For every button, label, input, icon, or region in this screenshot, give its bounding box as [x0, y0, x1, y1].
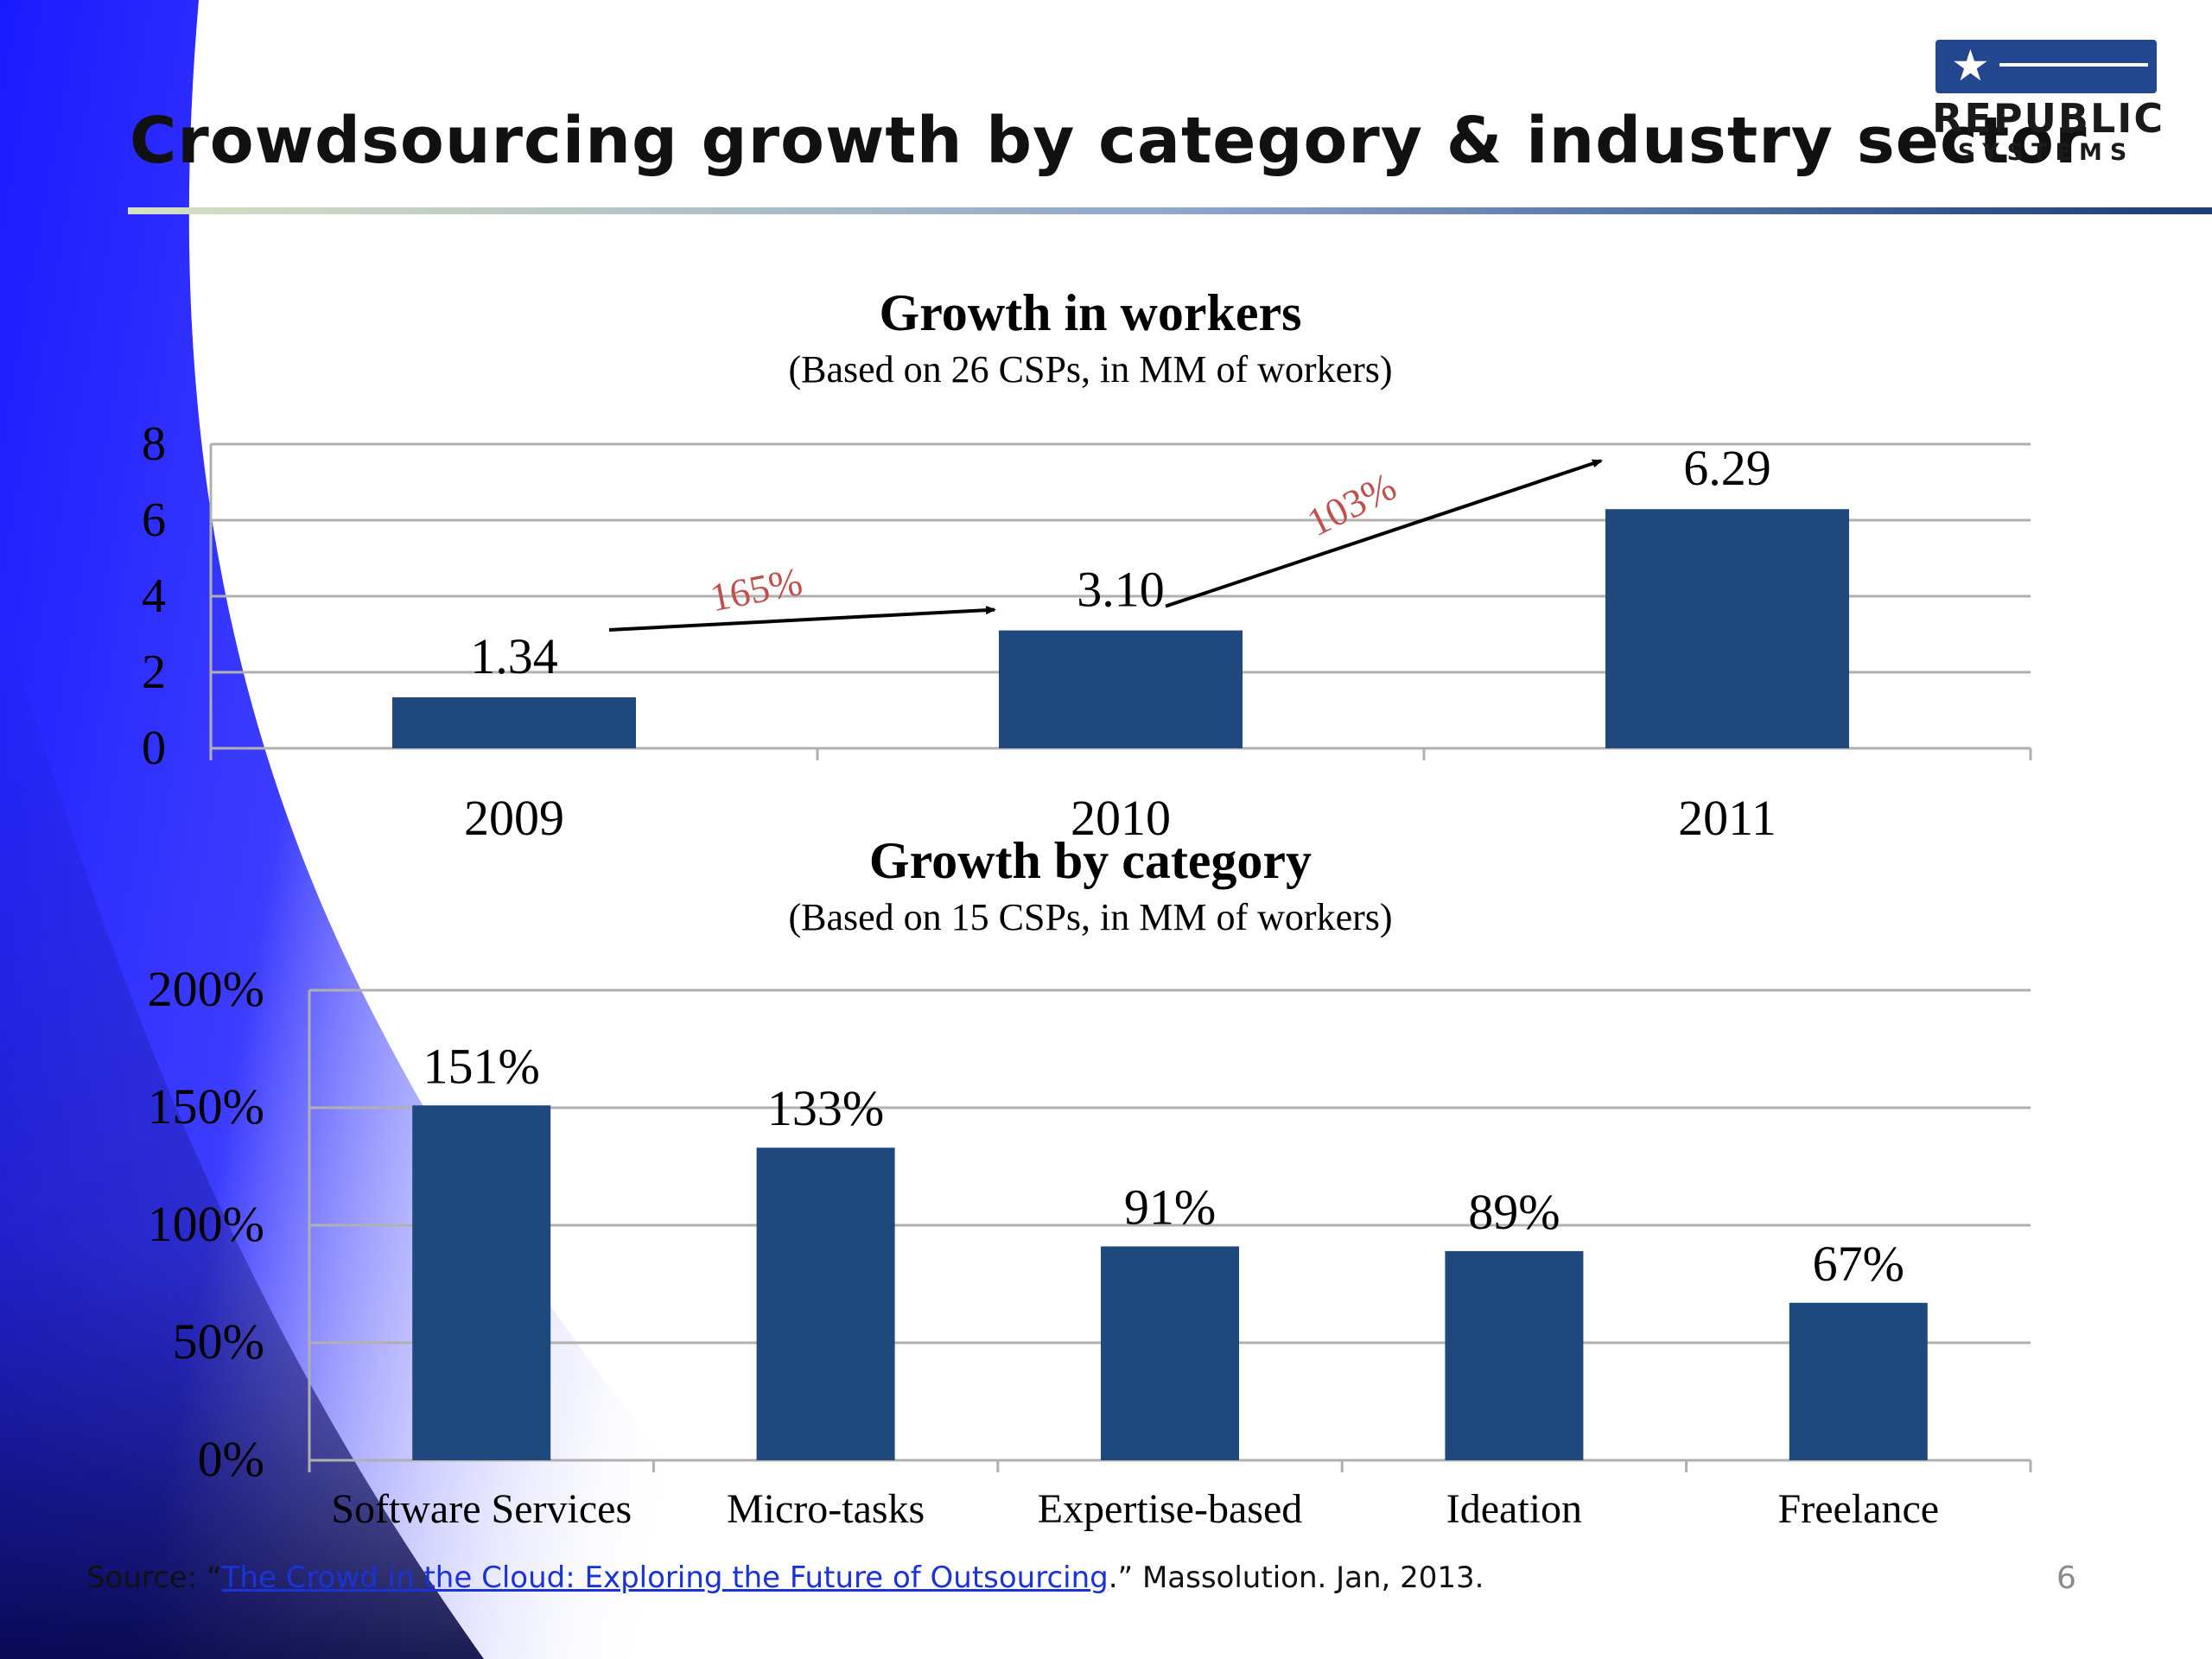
- chart2-data-label: 133%: [767, 1080, 884, 1136]
- chart1-y-tick-label: 4: [142, 569, 166, 623]
- chart1-data-label: 3.10: [1077, 562, 1165, 618]
- chart1-y-axis: 0 2 4 6 8: [142, 417, 166, 775]
- republic-systems-logo: ★ REPUBLIC SYSTEMS: [1932, 40, 2165, 169]
- growth-arrow: [1165, 459, 1601, 608]
- chart2-y-tick-label: 50%: [173, 1313, 264, 1370]
- logo-flag-stripe: [1999, 63, 2148, 67]
- chart1-x-tick-label: 2010: [1071, 790, 1171, 846]
- slide-title: Crowdsourcing growth by category & indus…: [130, 104, 2088, 178]
- chart2-x-tick-label: Micro-tasks: [727, 1486, 925, 1532]
- chart1-bar: [999, 630, 1243, 748]
- star-icon: ★: [1951, 41, 1990, 91]
- chart2-x-tick-label: Freelance: [1778, 1486, 1940, 1532]
- chart1-data-label: 6.29: [1683, 440, 1771, 496]
- chart2-y-tick-label: 0%: [198, 1431, 264, 1487]
- chart2-bar: [1101, 1246, 1239, 1460]
- chart2-bar: [1445, 1250, 1584, 1460]
- chart2-y-tick-label: 200%: [148, 961, 264, 1017]
- chart2-x-tick-label: Ideation: [1446, 1486, 1582, 1532]
- title-divider: [128, 207, 2212, 214]
- chart2-subtitle: (Based on 15 CSPs, in MM of workers): [788, 896, 1392, 938]
- chart1-subtitle: (Based on 26 CSPs, in MM of workers): [788, 348, 1392, 391]
- source-suffix: .” Massolution. Jan, 2013.: [1108, 1560, 1484, 1595]
- chart1-x-axis: 2009 2010 2011: [209, 444, 2032, 846]
- logo-flag: ★: [1936, 40, 2157, 93]
- chart2-data-label: 151%: [423, 1038, 540, 1094]
- growth-by-category-chart: Growth by category (Based on 15 CSPs, in…: [148, 832, 2032, 1532]
- chart1-y-tick-label: 2: [142, 645, 166, 699]
- chart2-x-tick-label: Expertise-based: [1038, 1486, 1303, 1532]
- chart1-y-tick-label: 6: [142, 493, 166, 547]
- growth-arrow: [608, 610, 995, 632]
- page-number: 6: [2056, 1560, 2076, 1596]
- chart1-bar: [1605, 509, 1849, 748]
- chart2-data-label: 67%: [1813, 1236, 1904, 1292]
- chart1-x-tick-label: 2011: [1678, 790, 1777, 846]
- chart1-data-labels: 1.34 3.10 6.29: [470, 440, 1771, 684]
- chart2-x-tick-label: Software Services: [331, 1486, 632, 1532]
- chart2-bars: [412, 1105, 1928, 1460]
- chart1-y-tick-label: 8: [142, 417, 166, 471]
- source-footer: Source: “The Crowd in the Cloud: Explori…: [86, 1560, 1484, 1595]
- source-link[interactable]: The Crowd in the Cloud: Exploring the Fu…: [221, 1560, 1109, 1595]
- chart2-x-axis: Software Services Micro-tasks Expertise-ba…: [308, 990, 2032, 1532]
- chart1-x-tick-label: 2009: [464, 790, 564, 846]
- chart2-y-tick-label: 150%: [148, 1078, 264, 1135]
- chart1-bars: [392, 509, 1849, 748]
- chart2-data-label: 89%: [1468, 1184, 1560, 1240]
- growth-in-workers-chart: Growth in workers (Based on 26 CSPs, in …: [142, 284, 2032, 846]
- chart2-bar: [1789, 1302, 1928, 1460]
- source-prefix: Source: “: [86, 1560, 222, 1595]
- chart2-data-label: 91%: [1124, 1179, 1216, 1235]
- logo-word-republic: REPUBLIC: [1932, 95, 2165, 142]
- chart2-data-labels: 151% 133% 91% 89% 67%: [423, 1038, 1904, 1291]
- chart2-y-tick-label: 100%: [148, 1196, 264, 1252]
- chart2-y-axis: 0% 50% 100% 150% 200%: [148, 961, 264, 1487]
- chart2-title: Growth by category: [869, 832, 1312, 889]
- chart1-bar: [392, 697, 636, 748]
- chart1-y-tick-label: 0: [142, 721, 166, 775]
- chart1-data-label: 1.34: [470, 628, 558, 684]
- chart1-title: Growth in workers: [880, 284, 1302, 341]
- chart2-bar: [412, 1105, 551, 1460]
- logo-word-systems: SYSTEMS: [1957, 139, 2135, 166]
- chart2-bar: [756, 1147, 895, 1460]
